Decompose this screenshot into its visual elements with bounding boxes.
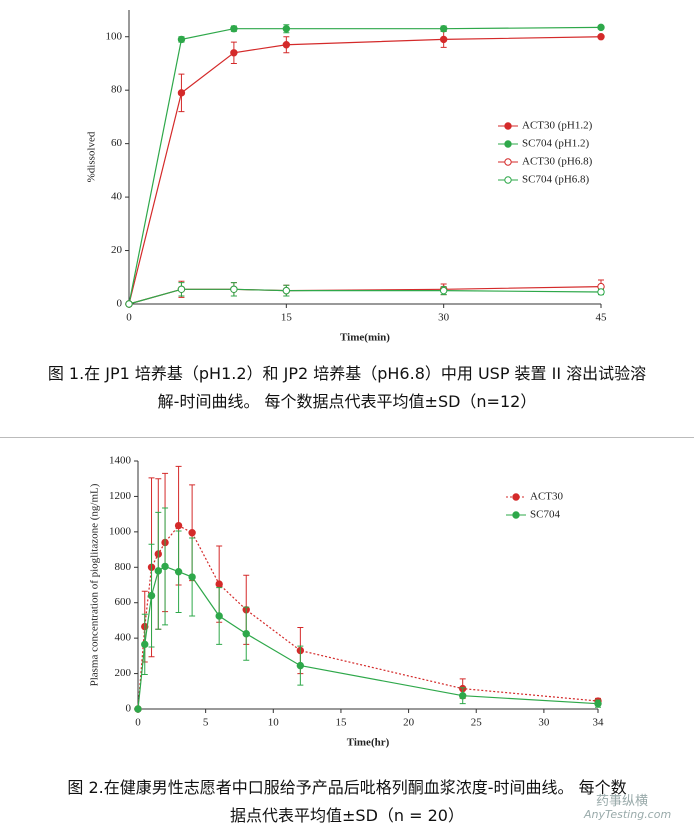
separator xyxy=(0,437,694,438)
y-tick-label: 0 xyxy=(117,298,123,310)
y-axis-label: %dissolved xyxy=(86,131,98,182)
legend-marker xyxy=(504,140,512,148)
legend-marker xyxy=(504,122,512,130)
data-point xyxy=(282,286,291,295)
data-point xyxy=(177,35,186,44)
x-axis-label: Time(min) xyxy=(340,332,390,344)
series-line xyxy=(128,26,602,305)
x-tick-label: 10 xyxy=(268,717,280,729)
data-point xyxy=(188,529,196,537)
data-point xyxy=(161,562,169,571)
x-tick-label: 34 xyxy=(593,717,605,729)
watermark: 药事纵横 xyxy=(596,794,649,809)
x-tick-label: 30 xyxy=(538,717,550,729)
caption-line: 据点代表平均值±SD（n = 20） xyxy=(230,806,464,825)
data-point xyxy=(439,35,448,44)
data-point xyxy=(230,285,238,293)
caption: 图 1.在 JP1 培养基（pH1.2）和 JP2 培养基（pH6.8）中用 U… xyxy=(0,360,694,416)
data-point xyxy=(459,692,467,700)
watermark: AnyTesting.com xyxy=(584,808,672,821)
x-tick-label: 15 xyxy=(335,717,347,729)
caption-line: 解-时间曲线。 每个数据点代表平均值±SD（n=12） xyxy=(157,392,537,411)
caption-line: 图 1.在 JP1 培养基（pH1.2）和 JP2 培养基（pH6.8）中用 U… xyxy=(47,364,647,383)
series-line xyxy=(128,288,602,305)
data-point xyxy=(282,41,291,49)
data-point xyxy=(230,49,238,57)
data-point xyxy=(174,521,183,530)
y-axis-label: Plasma concentration of pioglitazone (ng… xyxy=(89,483,101,686)
legend-label: SC704 (pH6.8) xyxy=(522,174,590,186)
legend-marker xyxy=(512,511,520,519)
data-point xyxy=(174,568,183,576)
data-point xyxy=(242,630,250,638)
data-point xyxy=(439,286,448,295)
data-point xyxy=(125,300,133,308)
x-tick-label: 0 xyxy=(135,717,141,729)
x-tick-label: 20 xyxy=(403,717,415,729)
data-point xyxy=(597,23,605,32)
legend-label: SC704 (pH1.2) xyxy=(522,138,590,150)
x-tick-label: 0 xyxy=(126,312,132,324)
x-axis-label: Time(hr) xyxy=(347,737,390,749)
legend-marker xyxy=(504,176,512,184)
data-point xyxy=(597,288,605,296)
series-line xyxy=(137,524,599,710)
x-tick-label: 25 xyxy=(471,717,483,729)
data-point xyxy=(177,89,186,97)
caption: 图 2.在健康男性志愿者中口服给予产品后吡格列酮血浆浓度-时间曲线。 每个数 据… xyxy=(0,774,694,830)
data-point xyxy=(439,25,448,33)
legend-label: SC704 xyxy=(530,509,560,521)
x-tick-label: 15 xyxy=(281,312,293,324)
chart: 0 200 400 600 800 1000 1200 1400 0 5 10 15 20 25 30 34 T… xyxy=(89,455,605,749)
y-tick-label: 1200 xyxy=(109,490,132,502)
data-point xyxy=(188,573,196,581)
data-point xyxy=(230,25,238,33)
series-line xyxy=(137,565,599,710)
data-point xyxy=(134,705,142,713)
legend-marker xyxy=(504,158,512,166)
y-tick-label: 1400 xyxy=(109,455,132,467)
y-tick-label: 800 xyxy=(115,561,132,573)
y-tick-label: 40 xyxy=(111,191,123,203)
legend-label: ACT30 (pH6.8) xyxy=(522,156,593,168)
data-point xyxy=(594,699,602,708)
data-point xyxy=(177,285,186,293)
data-point xyxy=(141,640,149,649)
data-point xyxy=(215,612,223,620)
y-tick-label: 400 xyxy=(115,632,132,644)
series-line xyxy=(128,36,602,305)
data-point xyxy=(296,661,305,670)
caption-line: 图 2.在健康男性志愿者中口服给予产品后吡格列酮血浆浓度-时间曲线。 每个数 xyxy=(67,778,627,797)
y-tick-label: 20 xyxy=(111,244,123,256)
data-point xyxy=(154,567,162,575)
y-tick-label: 60 xyxy=(111,137,123,149)
x-tick-label: 45 xyxy=(596,312,608,324)
data-point xyxy=(597,33,605,41)
data-point xyxy=(147,591,156,600)
y-tick-label: 600 xyxy=(115,596,132,608)
y-tick-label: 0 xyxy=(126,703,132,715)
y-tick-label: 80 xyxy=(111,84,123,96)
legend-label: ACT30 xyxy=(530,491,564,503)
legend-label: ACT30 (pH1.2) xyxy=(522,120,593,132)
y-tick-label: 100 xyxy=(106,30,123,42)
y-tick-label: 200 xyxy=(115,667,132,679)
legend-marker xyxy=(512,493,520,501)
x-tick-label: 30 xyxy=(438,312,450,324)
chart: 0 20 40 60 80 100 0 15 30 45 Time(min) %dissolved AC… xyxy=(86,10,608,344)
y-tick-label: 1000 xyxy=(109,525,132,537)
x-tick-label: 5 xyxy=(203,717,209,729)
data-point xyxy=(282,25,291,33)
data-point xyxy=(215,580,223,588)
